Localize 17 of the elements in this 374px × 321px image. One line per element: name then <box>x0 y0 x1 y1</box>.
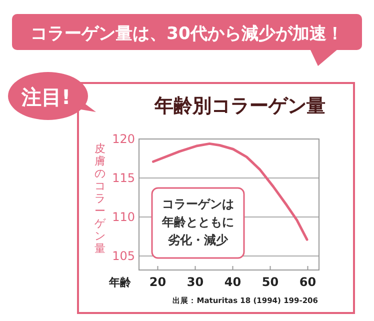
x-tick-label: 60 <box>299 275 316 289</box>
y-tick-label: 120 <box>112 132 135 146</box>
y-tick-label: 105 <box>112 248 135 263</box>
text: 皮膚のコラーゲン量 <box>94 142 106 255</box>
x-axis-title: 年齢 <box>108 276 132 289</box>
annotation: 年齢とともに <box>161 215 234 229</box>
text: 注目! <box>20 85 71 109</box>
annotation: 劣化・減少 <box>167 233 229 247</box>
y-tick-label: 110 <box>112 210 135 224</box>
text: コラーゲン量は、30代から減少が加速！ <box>30 24 344 44</box>
chart-title: 年齢別コラーゲン量 <box>154 95 326 117</box>
y-tick-label: 115 <box>112 170 135 185</box>
x-tick-label: 50 <box>262 275 279 289</box>
x-tick-label: 20 <box>149 275 166 289</box>
annotation: コラーゲンは <box>162 197 234 211</box>
x-tick-label: 40 <box>224 275 242 289</box>
x-tick-label: 30 <box>186 275 204 289</box>
